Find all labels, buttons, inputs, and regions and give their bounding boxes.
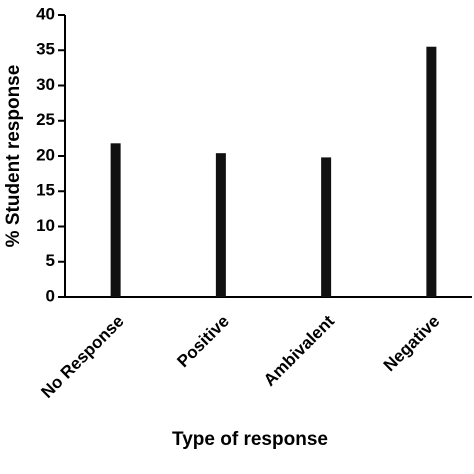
y-tick-label: 30 (36, 75, 55, 94)
bar (426, 46, 437, 297)
x-tick-label: Positive (173, 312, 233, 372)
bar (215, 153, 226, 297)
bar (321, 157, 332, 297)
x-axis-title: Type of response (172, 429, 328, 450)
y-tick-label: 0 (46, 286, 55, 305)
y-tick-label: 10 (36, 216, 55, 235)
y-tick-label: 15 (36, 181, 55, 200)
x-tick-label: Ambivalent (260, 311, 338, 389)
y-axis-title: % Student response (3, 65, 24, 248)
x-tick-label: No Response (37, 312, 127, 402)
y-tick-label: 5 (46, 251, 55, 270)
y-tick-label: 35 (36, 40, 55, 59)
x-tick-label: Negative (380, 312, 444, 376)
y-tick-label: 20 (36, 145, 55, 164)
y-tick-label: 40 (36, 4, 55, 23)
bar (110, 143, 121, 297)
y-tick-label: 25 (36, 110, 55, 129)
